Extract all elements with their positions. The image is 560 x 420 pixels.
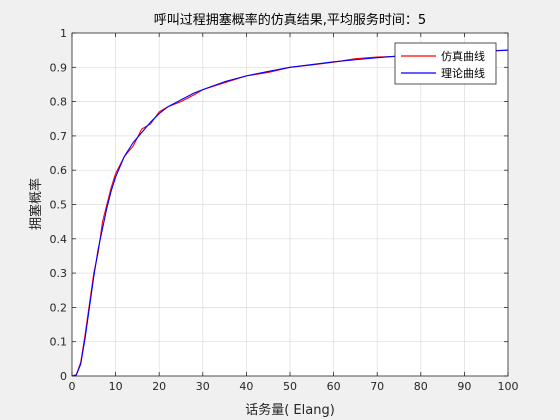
x-tick-label: 20 bbox=[152, 380, 166, 393]
x-tick-label: 50 bbox=[283, 380, 297, 393]
x-tick-label: 10 bbox=[109, 380, 123, 393]
chart-title: 呼叫过程拥塞概率的仿真结果,平均服务时间：5 bbox=[154, 12, 426, 28]
axis-ticks: 0 10 20 30 40 50 60 70 80 90 100 0 0.1 0.2 0.3 0.4 0.5 0.… bbox=[50, 27, 519, 393]
y-tick-label: 0.7 bbox=[50, 130, 68, 143]
y-tick-label: 0.2 bbox=[50, 301, 68, 314]
y-tick-label: 0.9 bbox=[50, 61, 68, 74]
x-tick-label: 80 bbox=[414, 380, 428, 393]
y-tick-label: 0 bbox=[60, 370, 67, 383]
y-tick-label: 0.4 bbox=[50, 233, 68, 246]
series-line-theory bbox=[71, 49, 509, 377]
x-tick-label: 30 bbox=[196, 380, 210, 393]
y-tick-label: 0.6 bbox=[50, 164, 68, 177]
y-tick-label: 0.1 bbox=[50, 336, 68, 349]
y-tick-label: 0.5 bbox=[50, 199, 68, 212]
x-tick-label: 60 bbox=[327, 380, 341, 393]
x-tick-label: 100 bbox=[498, 380, 519, 393]
y-axis-label: 拥塞概率 bbox=[28, 178, 44, 230]
y-tick-label: 0.3 bbox=[50, 267, 68, 280]
legend-label-sim: 仿真曲线 bbox=[441, 49, 485, 63]
legend-label-theory: 理论曲线 bbox=[441, 66, 485, 80]
legend: 仿真曲线 理论曲线 bbox=[394, 42, 497, 85]
y-tick-label: 0.8 bbox=[50, 96, 68, 109]
x-axis-label: 话务量( Elang) bbox=[245, 402, 335, 418]
x-tick-label: 0 bbox=[69, 380, 76, 393]
y-tick-label: 1 bbox=[60, 27, 67, 40]
x-tick-label: 40 bbox=[239, 380, 253, 393]
x-tick-label: 90 bbox=[457, 380, 471, 393]
legend-box bbox=[394, 42, 497, 85]
x-tick-label: 70 bbox=[370, 380, 384, 393]
series-layer bbox=[71, 49, 509, 377]
